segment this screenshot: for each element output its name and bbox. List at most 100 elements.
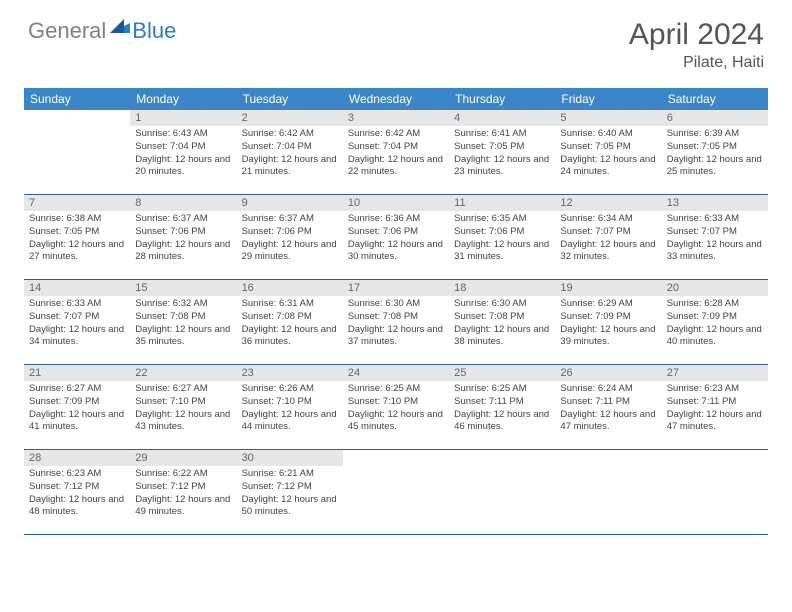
sunset-text: Sunset: 7:10 PM <box>242 396 338 409</box>
day-number: 21 <box>24 365 130 381</box>
day-info: Sunrise: 6:38 AMSunset: 7:05 PMDaylight:… <box>24 211 130 268</box>
sunset-text: Sunset: 7:07 PM <box>667 226 763 239</box>
dayname-monday: Monday <box>130 88 236 110</box>
daylight-text: Daylight: 12 hours and 47 minutes. <box>560 409 656 435</box>
sunset-text: Sunset: 7:05 PM <box>454 141 550 154</box>
logo-text-general: General <box>28 18 106 44</box>
day-cell: 9Sunrise: 6:37 AMSunset: 7:06 PMDaylight… <box>237 195 343 279</box>
day-number: 17 <box>343 280 449 296</box>
sunset-text: Sunset: 7:10 PM <box>348 396 444 409</box>
daylight-text: Daylight: 12 hours and 46 minutes. <box>454 409 550 435</box>
day-number: 11 <box>449 195 555 211</box>
day-number: 18 <box>449 280 555 296</box>
day-cell: 25Sunrise: 6:25 AMSunset: 7:11 PMDayligh… <box>449 365 555 449</box>
day-number: 28 <box>24 450 130 466</box>
sunrise-text: Sunrise: 6:27 AM <box>29 383 125 396</box>
dayname-friday: Friday <box>555 88 661 110</box>
daylight-text: Daylight: 12 hours and 35 minutes. <box>135 324 231 350</box>
sunset-text: Sunset: 7:08 PM <box>135 311 231 324</box>
sunrise-text: Sunrise: 6:39 AM <box>667 128 763 141</box>
day-number: 22 <box>130 365 236 381</box>
day-cell: 30Sunrise: 6:21 AMSunset: 7:12 PMDayligh… <box>237 450 343 534</box>
daylight-text: Daylight: 12 hours and 40 minutes. <box>667 324 763 350</box>
day-cell: 28Sunrise: 6:23 AMSunset: 7:12 PMDayligh… <box>24 450 130 534</box>
sunset-text: Sunset: 7:08 PM <box>454 311 550 324</box>
calendar: Sunday Monday Tuesday Wednesday Thursday… <box>24 88 768 535</box>
day-info: Sunrise: 6:33 AMSunset: 7:07 PMDaylight:… <box>24 296 130 353</box>
sunset-text: Sunset: 7:05 PM <box>29 226 125 239</box>
day-info: Sunrise: 6:23 AMSunset: 7:11 PMDaylight:… <box>662 381 768 438</box>
day-cell: 7Sunrise: 6:38 AMSunset: 7:05 PMDaylight… <box>24 195 130 279</box>
daylight-text: Daylight: 12 hours and 30 minutes. <box>348 239 444 265</box>
logo: General Blue <box>28 18 176 44</box>
sunset-text: Sunset: 7:04 PM <box>242 141 338 154</box>
day-cell <box>662 450 768 534</box>
day-info: Sunrise: 6:42 AMSunset: 7:04 PMDaylight:… <box>343 126 449 183</box>
day-info: Sunrise: 6:25 AMSunset: 7:11 PMDaylight:… <box>449 381 555 438</box>
sunset-text: Sunset: 7:05 PM <box>667 141 763 154</box>
sunrise-text: Sunrise: 6:30 AM <box>454 298 550 311</box>
sunrise-text: Sunrise: 6:33 AM <box>29 298 125 311</box>
day-info: Sunrise: 6:24 AMSunset: 7:11 PMDaylight:… <box>555 381 661 438</box>
day-number: 3 <box>343 110 449 126</box>
sunrise-text: Sunrise: 6:41 AM <box>454 128 550 141</box>
day-number: 7 <box>24 195 130 211</box>
day-info: Sunrise: 6:25 AMSunset: 7:10 PMDaylight:… <box>343 381 449 438</box>
day-cell: 22Sunrise: 6:27 AMSunset: 7:10 PMDayligh… <box>130 365 236 449</box>
sunset-text: Sunset: 7:06 PM <box>135 226 231 239</box>
daylight-text: Daylight: 12 hours and 29 minutes. <box>242 239 338 265</box>
sunrise-text: Sunrise: 6:23 AM <box>29 468 125 481</box>
sunrise-text: Sunrise: 6:33 AM <box>667 213 763 226</box>
week-row: 28Sunrise: 6:23 AMSunset: 7:12 PMDayligh… <box>24 450 768 535</box>
dayname-sunday: Sunday <box>24 88 130 110</box>
daylight-text: Daylight: 12 hours and 23 minutes. <box>454 154 550 180</box>
flag-icon <box>110 19 130 38</box>
day-info: Sunrise: 6:21 AMSunset: 7:12 PMDaylight:… <box>237 466 343 523</box>
logo-text-blue: Blue <box>132 18 176 44</box>
sunrise-text: Sunrise: 6:42 AM <box>242 128 338 141</box>
day-cell: 20Sunrise: 6:28 AMSunset: 7:09 PMDayligh… <box>662 280 768 364</box>
day-cell: 8Sunrise: 6:37 AMSunset: 7:06 PMDaylight… <box>130 195 236 279</box>
sunrise-text: Sunrise: 6:30 AM <box>348 298 444 311</box>
day-cell: 23Sunrise: 6:26 AMSunset: 7:10 PMDayligh… <box>237 365 343 449</box>
daylight-text: Daylight: 12 hours and 32 minutes. <box>560 239 656 265</box>
sunset-text: Sunset: 7:11 PM <box>454 396 550 409</box>
day-number: 19 <box>555 280 661 296</box>
day-number: 16 <box>237 280 343 296</box>
sunset-text: Sunset: 7:07 PM <box>560 226 656 239</box>
day-cell: 21Sunrise: 6:27 AMSunset: 7:09 PMDayligh… <box>24 365 130 449</box>
day-cell: 24Sunrise: 6:25 AMSunset: 7:10 PMDayligh… <box>343 365 449 449</box>
day-number: 4 <box>449 110 555 126</box>
day-info: Sunrise: 6:37 AMSunset: 7:06 PMDaylight:… <box>237 211 343 268</box>
day-info: Sunrise: 6:43 AMSunset: 7:04 PMDaylight:… <box>130 126 236 183</box>
sunrise-text: Sunrise: 6:40 AM <box>560 128 656 141</box>
day-number: 10 <box>343 195 449 211</box>
day-number: 29 <box>130 450 236 466</box>
day-info: Sunrise: 6:27 AMSunset: 7:10 PMDaylight:… <box>130 381 236 438</box>
sunrise-text: Sunrise: 6:36 AM <box>348 213 444 226</box>
daylight-text: Daylight: 12 hours and 47 minutes. <box>667 409 763 435</box>
day-cell <box>24 110 130 194</box>
daylight-text: Daylight: 12 hours and 28 minutes. <box>135 239 231 265</box>
day-number: 24 <box>343 365 449 381</box>
dayname-thursday: Thursday <box>449 88 555 110</box>
day-cell: 3Sunrise: 6:42 AMSunset: 7:04 PMDaylight… <box>343 110 449 194</box>
sunrise-text: Sunrise: 6:24 AM <box>560 383 656 396</box>
day-cell: 17Sunrise: 6:30 AMSunset: 7:08 PMDayligh… <box>343 280 449 364</box>
daylight-text: Daylight: 12 hours and 43 minutes. <box>135 409 231 435</box>
day-info: Sunrise: 6:23 AMSunset: 7:12 PMDaylight:… <box>24 466 130 523</box>
sunset-text: Sunset: 7:06 PM <box>348 226 444 239</box>
sunset-text: Sunset: 7:08 PM <box>242 311 338 324</box>
day-info: Sunrise: 6:30 AMSunset: 7:08 PMDaylight:… <box>343 296 449 353</box>
week-row: 1Sunrise: 6:43 AMSunset: 7:04 PMDaylight… <box>24 110 768 195</box>
sunset-text: Sunset: 7:08 PM <box>348 311 444 324</box>
day-info: Sunrise: 6:40 AMSunset: 7:05 PMDaylight:… <box>555 126 661 183</box>
sunrise-text: Sunrise: 6:23 AM <box>667 383 763 396</box>
daylight-text: Daylight: 12 hours and 22 minutes. <box>348 154 444 180</box>
day-cell: 12Sunrise: 6:34 AMSunset: 7:07 PMDayligh… <box>555 195 661 279</box>
day-info: Sunrise: 6:22 AMSunset: 7:12 PMDaylight:… <box>130 466 236 523</box>
sunset-text: Sunset: 7:09 PM <box>667 311 763 324</box>
day-number: 26 <box>555 365 661 381</box>
day-info: Sunrise: 6:39 AMSunset: 7:05 PMDaylight:… <box>662 126 768 183</box>
day-number: 8 <box>130 195 236 211</box>
